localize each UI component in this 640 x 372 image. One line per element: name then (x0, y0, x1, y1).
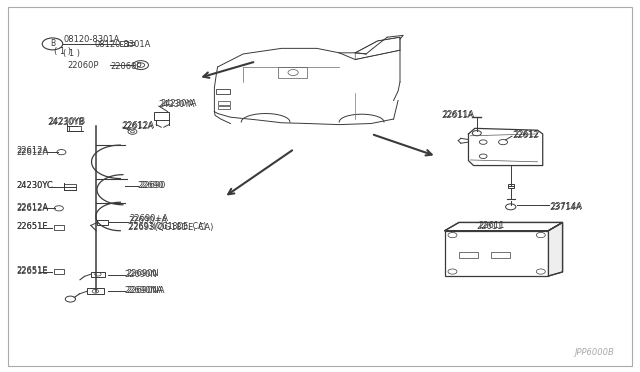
Text: 22612A: 22612A (16, 203, 48, 212)
Text: 22690NA: 22690NA (127, 286, 165, 295)
Text: 22612: 22612 (512, 131, 538, 140)
Bar (278, 67, 307, 78)
Text: 22612A: 22612A (16, 146, 48, 155)
Text: 22611: 22611 (477, 222, 503, 231)
Text: 22612A: 22612A (123, 121, 155, 130)
Text: 08120-8301A: 08120-8301A (95, 40, 151, 49)
Text: 22690N: 22690N (127, 269, 159, 278)
Text: 22612A: 22612A (16, 204, 48, 213)
Bar (64, 184, 76, 190)
Bar (128, 42, 134, 45)
Bar (491, 252, 510, 258)
Bar (97, 220, 108, 225)
Bar (54, 269, 64, 274)
Text: 22651E: 22651E (16, 222, 47, 231)
Text: 22690: 22690 (140, 181, 166, 190)
Text: 22612A: 22612A (16, 148, 48, 157)
Text: 22651E: 22651E (16, 266, 47, 275)
Text: 24230YA: 24230YA (160, 99, 196, 108)
Bar (218, 106, 230, 109)
Text: 24230YA: 24230YA (159, 100, 195, 109)
Text: 22693(QG18DE, CA): 22693(QG18DE, CA) (129, 222, 207, 231)
Text: 22693(QG18DE, CA): 22693(QG18DE, CA) (128, 223, 213, 232)
Text: 24230YB: 24230YB (47, 118, 84, 126)
Text: 22690+A: 22690+A (128, 216, 167, 225)
Text: 22612: 22612 (513, 130, 540, 139)
Text: 22611A: 22611A (443, 110, 475, 119)
Bar (87, 288, 104, 294)
Bar (459, 252, 478, 258)
Text: 22060P: 22060P (67, 61, 99, 70)
Text: 22651E: 22651E (16, 222, 47, 231)
Bar (218, 101, 230, 105)
Text: 24230YC: 24230YC (16, 181, 52, 190)
Bar (54, 225, 64, 230)
Text: 08120-8301A: 08120-8301A (64, 35, 120, 44)
Text: 22690: 22690 (138, 182, 164, 190)
Bar (120, 41, 128, 46)
Bar (445, 231, 548, 276)
Text: 22690N: 22690N (125, 270, 157, 279)
Text: 22690NA: 22690NA (125, 286, 163, 295)
Text: 24230YC: 24230YC (16, 182, 52, 190)
Text: 22611: 22611 (479, 221, 505, 230)
Bar (69, 126, 81, 131)
Bar (216, 89, 230, 94)
Text: JPP6000B: JPP6000B (575, 348, 614, 357)
Bar (91, 272, 105, 277)
Text: 22060P: 22060P (110, 62, 141, 71)
Polygon shape (445, 222, 563, 231)
Text: 22612A: 22612A (122, 122, 154, 131)
Bar (508, 184, 514, 188)
Text: 22690+A: 22690+A (129, 214, 168, 223)
Text: 24230YB: 24230YB (49, 117, 86, 126)
Text: ( 1 ): ( 1 ) (63, 49, 80, 58)
Text: 23714A: 23714A (550, 202, 582, 211)
Text: ( 1 ): ( 1 ) (54, 47, 72, 56)
Text: 22611A: 22611A (442, 111, 474, 120)
Polygon shape (548, 222, 563, 276)
Bar (154, 112, 169, 120)
Text: 23714A: 23714A (549, 203, 581, 212)
Text: B: B (50, 39, 55, 48)
Text: 22651E: 22651E (16, 267, 47, 276)
